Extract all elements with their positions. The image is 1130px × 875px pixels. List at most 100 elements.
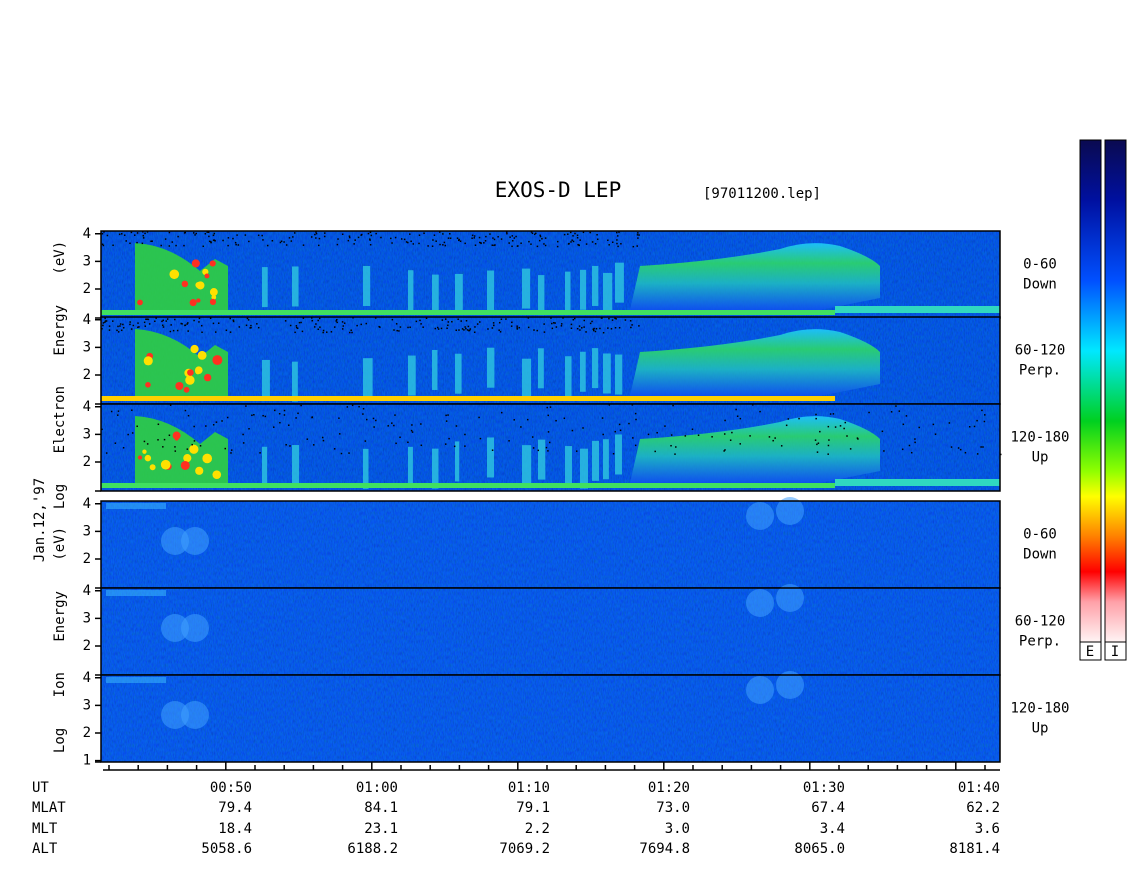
speckle: [157, 423, 160, 426]
speckle: [204, 233, 207, 235]
speckle: [250, 324, 252, 327]
speckle: [723, 450, 725, 452]
table-cell: 67.4: [811, 800, 845, 816]
speckle: [298, 321, 301, 324]
y-tick-label: 3: [83, 253, 91, 269]
speckle: [322, 439, 325, 442]
speckle: [910, 451, 913, 454]
feature: [603, 272, 613, 313]
speckle: [130, 231, 133, 234]
speckle: [187, 322, 189, 324]
speckle: [774, 437, 776, 439]
speckle: [520, 242, 522, 244]
speckle: [326, 331, 328, 333]
speckle: [881, 430, 884, 433]
speckle: [654, 450, 656, 453]
speckle: [118, 233, 121, 236]
feature: [615, 262, 624, 303]
speckle: [289, 324, 292, 327]
speckle: [370, 234, 373, 237]
speckle: [976, 419, 978, 422]
colorbar-box: [1079, 641, 1102, 661]
speckle: [567, 233, 569, 235]
speckle: [295, 417, 297, 419]
speckle: [170, 324, 172, 326]
feature: [835, 479, 1000, 486]
speckle: [500, 411, 503, 414]
y-tick-label: 1: [83, 753, 91, 769]
speckle: [464, 242, 466, 245]
speckle: [364, 440, 367, 442]
feature: [189, 444, 199, 454]
speckle: [347, 239, 350, 242]
speckle: [611, 319, 614, 321]
speckle: [143, 321, 146, 324]
spectrogram-panel: [101, 584, 1000, 675]
speckle: [105, 452, 108, 454]
feature: [746, 589, 774, 617]
speckle: [527, 317, 530, 319]
speckle: [567, 243, 570, 245]
speckle: [976, 453, 979, 455]
speckle: [914, 438, 916, 440]
table-cell: 3.4: [820, 821, 845, 837]
y-tick-label: 2: [83, 725, 91, 741]
feature: [135, 243, 228, 312]
speckle: [207, 231, 210, 233]
speckle: [300, 321, 302, 324]
feature: [135, 329, 228, 398]
speckle: [484, 240, 487, 242]
row-label: MLAT: [32, 800, 66, 816]
speckle: [244, 234, 247, 236]
speckle: [393, 424, 395, 427]
speckle: [513, 237, 516, 239]
speckle: [339, 433, 341, 435]
speckle: [225, 329, 228, 332]
speckle: [596, 233, 598, 236]
speckle: [478, 416, 480, 419]
speckle: [555, 419, 557, 422]
speckle: [348, 331, 351, 334]
speckle: [315, 232, 318, 235]
speckle: [610, 328, 613, 330]
speckle: [378, 325, 380, 328]
speckle: [552, 322, 555, 324]
speckle: [212, 322, 215, 325]
speckle: [131, 432, 134, 434]
panel-noise: [101, 675, 1000, 762]
speckle: [516, 327, 518, 329]
speckle: [399, 436, 401, 439]
speckle: [635, 418, 637, 421]
speckle: [483, 242, 485, 244]
speckle: [315, 323, 317, 325]
feature: [142, 449, 147, 454]
speckle: [546, 406, 548, 409]
speckle: [248, 428, 250, 430]
speckle: [176, 329, 179, 332]
speckle: [242, 433, 244, 436]
panel-noise: [101, 501, 1000, 588]
speckle: [175, 244, 177, 247]
table-cell: 01:10: [508, 780, 550, 796]
speckle: [739, 443, 741, 445]
speckle: [628, 422, 630, 425]
table-cell: 3.0: [665, 821, 690, 837]
speckle: [530, 231, 533, 233]
speckle: [362, 407, 365, 410]
speckle: [201, 331, 203, 334]
feature: [197, 350, 207, 360]
speckle: [735, 408, 737, 411]
speckle: [511, 245, 513, 248]
speckle: [420, 423, 422, 425]
speckle: [288, 237, 291, 239]
speckle: [528, 240, 530, 243]
speckle: [123, 234, 126, 236]
speckle: [474, 244, 477, 246]
row-label: ALT: [32, 841, 58, 857]
speckle: [749, 435, 751, 437]
feature: [615, 354, 623, 395]
feature: [202, 453, 213, 464]
speckle: [616, 235, 619, 237]
feature: [262, 446, 268, 487]
speckle: [415, 320, 418, 323]
